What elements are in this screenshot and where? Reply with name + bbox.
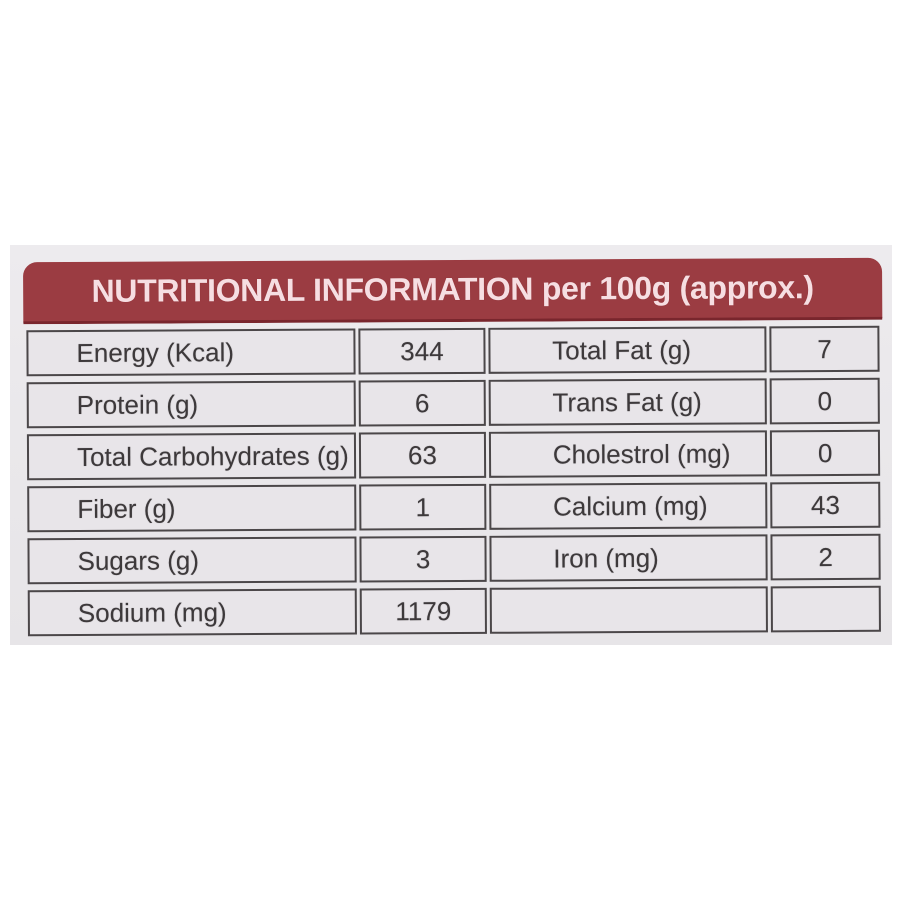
nutrient-name: Energy (Kcal) [26, 328, 356, 377]
nutrient-value: 3 [359, 535, 487, 583]
nutrition-label: NUTRITIONAL INFORMATION per 100g (approx… [23, 257, 884, 642]
nutrient-name: Sodium (mg) [27, 588, 358, 637]
nutrient-value: 0 [769, 377, 880, 425]
nutrient-name: Iron (mg) [489, 534, 768, 582]
nutrient-name: Protein (g) [26, 380, 357, 429]
label-photo-band: NUTRITIONAL INFORMATION per 100g (approx… [10, 245, 892, 645]
nutrient-value: 7 [769, 325, 880, 373]
table-row: Sodium (mg) 1179 [27, 585, 881, 637]
nutrient-name: Trans Fat (g) [488, 378, 768, 426]
nutrient-value [770, 585, 881, 633]
nutrient-name: Sugars (g) [27, 536, 357, 585]
table-row: Energy (Kcal) 344 Total Fat (g) 7 [26, 325, 880, 377]
nutrient-name: Calcium (mg) [488, 482, 768, 530]
nutrient-name [489, 586, 769, 634]
nutrient-value: 0 [770, 429, 881, 477]
nutrient-value: 1179 [359, 587, 487, 635]
nutrition-header-title: NUTRITIONAL INFORMATION per 100g (approx… [91, 269, 814, 309]
nutrient-name: Cholestrol (mg) [488, 430, 768, 478]
nutrient-name: Fiber (g) [27, 484, 357, 533]
table-row: Total Carbohydrates (g) 63 Cholestrol (m… [26, 429, 881, 481]
nutrient-value: 344 [358, 327, 486, 375]
nutrient-value: 43 [770, 481, 881, 529]
nutrient-value: 6 [358, 379, 486, 427]
nutrient-value: 1 [359, 483, 487, 531]
nutrition-table-body: Energy (Kcal) 344 Total Fat (g) 7 Protei… [26, 325, 881, 637]
nutrient-name: Total Fat (g) [488, 326, 767, 374]
nutrient-value: 2 [770, 533, 881, 581]
table-row: Protein (g) 6 Trans Fat (g) 0 [26, 377, 880, 429]
nutrition-header: NUTRITIONAL INFORMATION per 100g (approx… [23, 257, 883, 325]
nutrient-name: Total Carbohydrates (g) [26, 432, 357, 481]
nutrient-value: 63 [359, 431, 486, 479]
table-row: Sugars (g) 3 Iron (mg) 2 [27, 533, 881, 585]
table-row: Fiber (g) 1 Calcium (mg) 43 [27, 481, 881, 533]
nutrition-table: Energy (Kcal) 344 Total Fat (g) 7 Protei… [23, 320, 884, 642]
